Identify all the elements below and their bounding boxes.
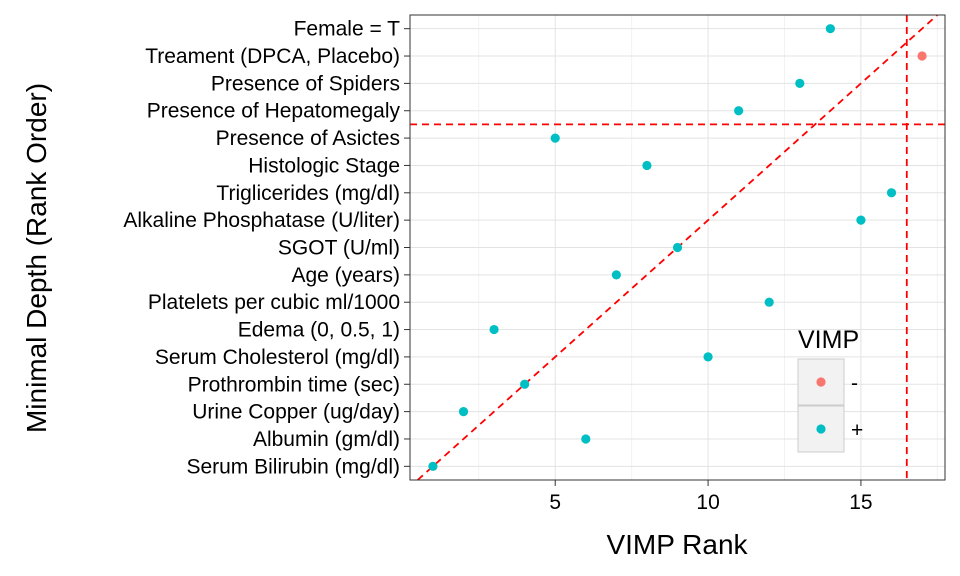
y-tick-label: Edema (0, 0.5, 1) xyxy=(238,319,400,342)
y-tick-label: Urine Copper (ug/day) xyxy=(192,401,400,424)
x-axis-ticks: 5 10 15 xyxy=(549,480,873,514)
data-point xyxy=(734,106,744,116)
y-tick-label: Treament (DPCA, Placebo) xyxy=(145,45,400,68)
data-point xyxy=(886,188,897,198)
data-point xyxy=(428,461,438,471)
data-point xyxy=(672,242,683,253)
data-point xyxy=(642,160,652,171)
data-point xyxy=(520,379,530,389)
legend-keys: -+ xyxy=(797,358,863,453)
y-tick-label: Presence of Asictes xyxy=(216,127,400,150)
y-tick-label: Serum Bilirubin (mg/dl) xyxy=(186,455,400,478)
data-point xyxy=(917,51,927,61)
y-axis-ticks: Serum Bilirubin (mg/dl) Albumin (gm/dl) Ur… xyxy=(123,18,410,478)
data-point xyxy=(550,133,560,143)
y-tick-label: Albumin (gm/dl) xyxy=(253,428,400,451)
y-tick-label: Serum Cholesterol (mg/dl) xyxy=(155,346,400,369)
data-point xyxy=(703,352,713,362)
legend-title: VIMP xyxy=(798,326,859,354)
legend-label: - xyxy=(851,372,858,395)
y-tick-label: Age (years) xyxy=(291,264,400,287)
data-point xyxy=(611,270,621,280)
x-tick-label: 5 xyxy=(549,491,561,514)
y-tick-label: Female = T xyxy=(294,18,401,41)
y-tick-label: Alkaline Phosphatase (U/liter) xyxy=(123,209,400,232)
grid-lines xyxy=(410,15,945,480)
legend-key-point xyxy=(816,377,826,387)
data-point xyxy=(581,434,591,444)
legend-key-point xyxy=(816,424,826,434)
legend: VIMP -+ xyxy=(797,326,863,453)
x-axis-title: VIMP Rank xyxy=(606,529,748,560)
x-tick-label: 15 xyxy=(849,491,872,514)
y-tick-label: Prothrombin time (sec) xyxy=(188,373,400,396)
data-points xyxy=(428,24,927,471)
data-point xyxy=(489,324,499,335)
y-tick-label: Triglicerides (mg/dl) xyxy=(216,182,400,205)
y-tick-label: Presence of Hepatomegaly xyxy=(147,100,401,123)
x-tick-label: 10 xyxy=(696,491,719,514)
data-point xyxy=(795,78,805,88)
y-tick-label: Presence of Spiders xyxy=(211,72,400,95)
data-point xyxy=(825,24,835,34)
y-axis-title: Minimal Depth (Rank Order) xyxy=(21,83,52,433)
y-tick-label: SGOT (U/ml) xyxy=(278,237,400,260)
data-point xyxy=(764,297,774,307)
data-point xyxy=(856,215,866,225)
y-tick-label: Platelets per cubic ml/1000 xyxy=(148,291,400,314)
data-point xyxy=(458,407,469,417)
legend-label: + xyxy=(851,419,863,442)
y-tick-label: Histologic Stage xyxy=(248,154,400,177)
